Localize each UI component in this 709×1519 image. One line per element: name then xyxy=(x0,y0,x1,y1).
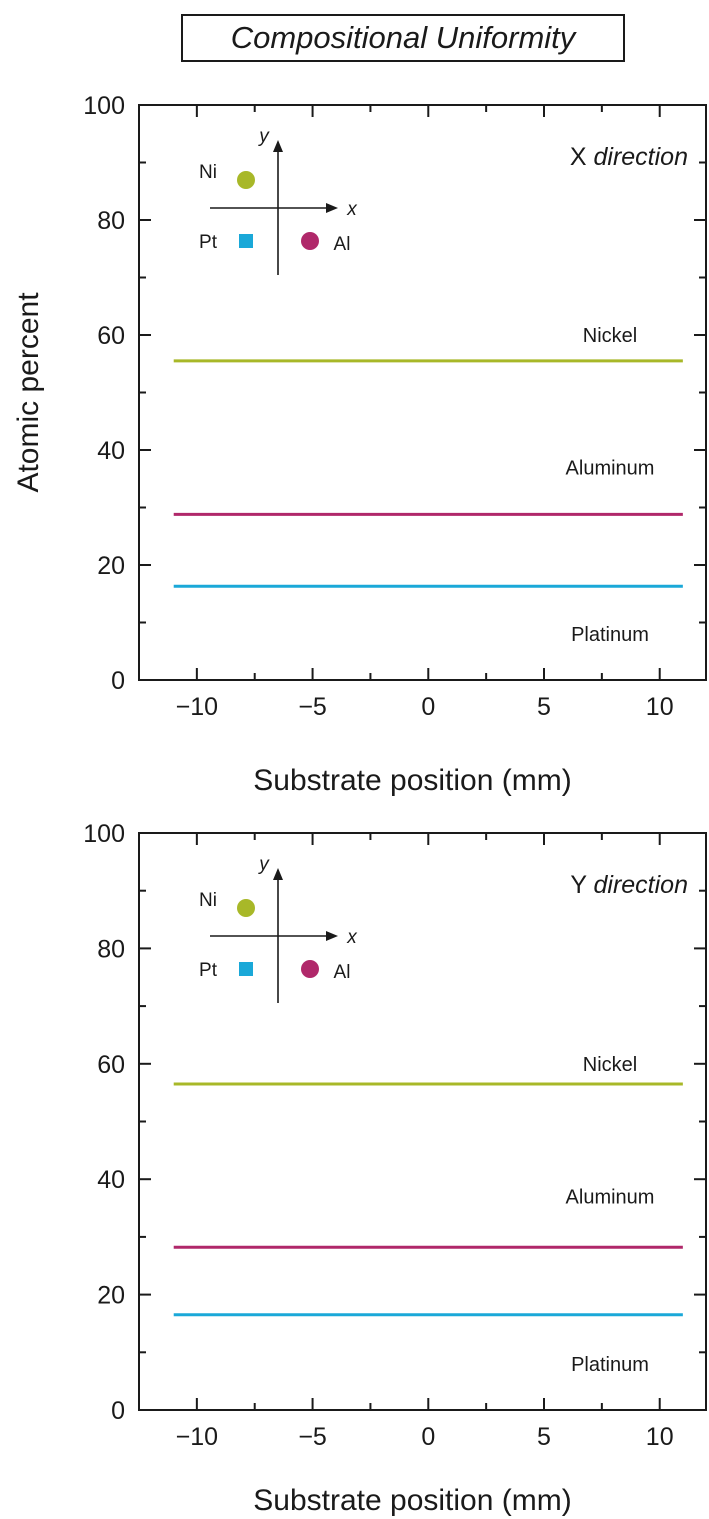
y-tick-label: 0 xyxy=(111,1397,125,1425)
direction-word: direction xyxy=(594,871,689,899)
inset-marker-aluminum xyxy=(301,960,319,978)
direction-label: X direction xyxy=(570,143,688,171)
x-tick-label: 10 xyxy=(646,693,674,721)
series-label-aluminum: Aluminum xyxy=(566,1187,655,1209)
inset-marker-nickel xyxy=(237,171,255,189)
chart-panel-1: 0 20 40 60 80 100 −10 −5 0 5 10 Substrate position … xyxy=(12,92,707,797)
series-label-aluminum: Aluminum xyxy=(566,457,655,479)
x-tick-label: 0 xyxy=(421,1423,435,1451)
x-tick-label: −10 xyxy=(176,693,218,721)
inset-label-platinum: Pt xyxy=(199,232,218,253)
inset-label-aluminum: Al xyxy=(334,234,351,255)
x-tick-label: −10 xyxy=(176,1423,218,1451)
y-tick-label: 40 xyxy=(97,437,125,465)
direction-letter: Y xyxy=(570,871,587,899)
inset-label-platinum: Pt xyxy=(199,960,218,981)
x-axis-title: Substrate position (mm) xyxy=(253,764,571,797)
inset-y-arrow-icon xyxy=(273,868,283,880)
inset-label-aluminum: Al xyxy=(334,962,351,983)
inset-marker-platinum xyxy=(239,234,253,248)
series-label-nickel: Nickel xyxy=(583,325,637,347)
inset-marker-aluminum xyxy=(301,232,319,250)
x-tick-label: −5 xyxy=(298,1423,327,1451)
y-tick-label: 100 xyxy=(83,92,125,120)
chart-panel-2: 0 20 40 60 80 100 −10 −5 0 5 10 Substrate position … xyxy=(83,820,707,1517)
inset-marker-nickel xyxy=(237,899,255,917)
y-tick-label: 80 xyxy=(97,207,125,235)
series-label-platinum: Platinum xyxy=(571,624,649,646)
inset-label-nickel: Ni xyxy=(199,890,217,911)
series-label-platinum: Platinum xyxy=(571,1354,649,1376)
y-axis-title: Atomic percent xyxy=(12,292,45,493)
inset-x-arrow-icon xyxy=(326,203,338,213)
inset-x-label: x xyxy=(346,199,358,220)
direction-word: direction xyxy=(594,143,689,171)
inset-y-label: y xyxy=(257,854,270,875)
x-tick-label: 5 xyxy=(537,1423,551,1451)
x-tick-label: 5 xyxy=(537,693,551,721)
chart-title: Compositional Uniformity xyxy=(181,14,625,62)
direction-label: Y direction xyxy=(570,871,688,899)
inset-y-arrow-icon xyxy=(273,140,283,152)
inset-diagram: y x Ni Pt Al xyxy=(199,126,358,275)
plot-frame xyxy=(138,104,707,681)
inset-x-label: x xyxy=(346,927,358,948)
x-tick-label: 0 xyxy=(421,693,435,721)
y-tick-label: 40 xyxy=(97,1166,125,1194)
y-tick-label: 20 xyxy=(97,1282,125,1310)
y-tick-label: 100 xyxy=(83,820,125,848)
y-tick-label: 20 xyxy=(97,552,125,580)
x-axis-title: Substrate position (mm) xyxy=(253,1484,571,1517)
y-tick-label: 0 xyxy=(111,667,125,695)
y-tick-label: 80 xyxy=(97,935,125,963)
direction-letter: X xyxy=(570,143,587,171)
plot-frame xyxy=(138,832,707,1411)
inset-x-arrow-icon xyxy=(326,931,338,941)
x-tick-label: 10 xyxy=(646,1423,674,1451)
y-tick-label: 60 xyxy=(97,322,125,350)
inset-marker-platinum xyxy=(239,962,253,976)
inset-diagram: y x Ni Pt Al xyxy=(199,854,358,1003)
inset-label-nickel: Ni xyxy=(199,162,217,183)
x-tick-label: −5 xyxy=(298,693,327,721)
series-label-nickel: Nickel xyxy=(583,1054,637,1076)
inset-y-label: y xyxy=(257,126,270,147)
y-tick-label: 60 xyxy=(97,1051,125,1079)
